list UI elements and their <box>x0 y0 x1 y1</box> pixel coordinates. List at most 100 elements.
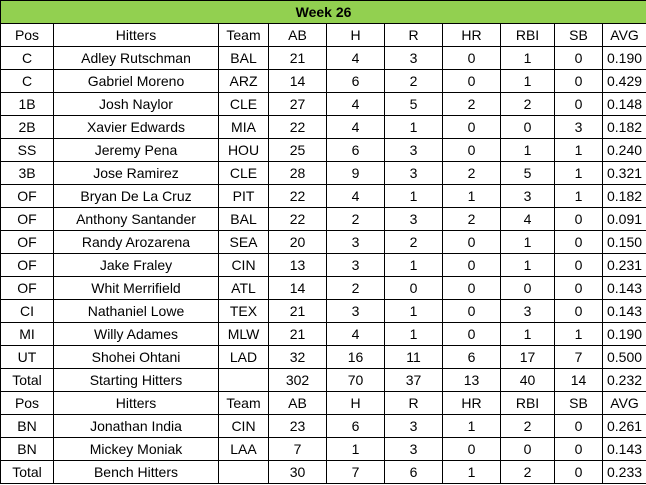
table-cell: C <box>0 69 54 93</box>
header-row: Pos Hitters Team AB H R HR RBI SB AVG <box>0 391 646 415</box>
table-cell: 1 <box>500 138 555 162</box>
table-cell: 3 <box>500 299 555 323</box>
table-cell: 1 <box>384 115 443 139</box>
table-cell: 0.150 <box>601 230 646 254</box>
total-cell: 302 <box>268 368 327 392</box>
table-cell: OF <box>0 276 54 300</box>
table-cell: Whit Merrifield <box>53 276 219 300</box>
table-cell: 2 <box>442 207 501 231</box>
table-cell: 0.500 <box>601 345 646 369</box>
table-cell: 22 <box>268 207 327 231</box>
total-cell: 14 <box>554 368 603 392</box>
title-row: Week 26 <box>0 0 646 24</box>
table-cell: C <box>0 46 54 70</box>
table-cell: 1 <box>384 184 443 208</box>
table-row: MI Willy Adames MLW 21 4 1 0 1 1 0.190 <box>0 322 646 346</box>
table-cell: 0 <box>442 230 501 254</box>
table-cell: BAL <box>218 207 269 231</box>
table-row: OF Randy Arozarena SEA 20 3 2 0 1 0 0.150 <box>0 230 646 254</box>
table-cell: 0 <box>554 69 603 93</box>
table-cell: 0.240 <box>601 138 646 162</box>
table-cell: 0 <box>442 46 501 70</box>
table-cell: 1 <box>384 253 443 277</box>
column-header: HR <box>442 391 501 415</box>
table-cell: 0.143 <box>601 437 646 461</box>
table-cell: 0 <box>554 276 603 300</box>
table-cell: 6 <box>442 345 501 369</box>
table-cell: 2 <box>326 207 385 231</box>
table-cell: 0.182 <box>601 115 646 139</box>
table-cell: 2 <box>500 92 555 116</box>
table-cell: 0 <box>554 437 603 461</box>
table-cell: Adley Rutschman <box>53 46 219 70</box>
table-cell: MIA <box>218 115 269 139</box>
table-cell: 0.182 <box>601 184 646 208</box>
table-cell: 14 <box>268 276 327 300</box>
table-cell: 3 <box>384 437 443 461</box>
table-cell: 0 <box>442 115 501 139</box>
column-header: Pos <box>0 391 54 415</box>
table-cell: 0 <box>554 299 603 323</box>
table-cell: 3B <box>0 161 54 185</box>
table-cell: 2 <box>384 230 443 254</box>
table-cell: 1 <box>554 138 603 162</box>
total-cell <box>218 460 269 484</box>
table-cell: SS <box>0 138 54 162</box>
table-row: C Gabriel Moreno ARZ 14 6 2 0 1 0 0.429 <box>0 69 646 93</box>
table-cell: 0 <box>554 414 603 438</box>
column-header: Pos <box>0 23 54 47</box>
table-cell: 20 <box>268 230 327 254</box>
table-cell: 0.091 <box>601 207 646 231</box>
table-cell: Xavier Edwards <box>53 115 219 139</box>
table-cell: 6 <box>326 69 385 93</box>
table-cell: 0 <box>384 276 443 300</box>
table-cell: 0 <box>442 138 501 162</box>
table-cell: 1 <box>500 69 555 93</box>
table-cell: 3 <box>384 161 443 185</box>
table-cell: 3 <box>500 184 555 208</box>
table-cell: ARZ <box>218 69 269 93</box>
table-cell: 25 <box>268 138 327 162</box>
table-cell: 1 <box>500 46 555 70</box>
table-cell: 1 <box>554 184 603 208</box>
table-cell: 13 <box>268 253 327 277</box>
table-cell: OF <box>0 184 54 208</box>
table-cell: 0 <box>554 253 603 277</box>
table-row: SS Jeremy Pena HOU 25 6 3 0 1 1 0.240 <box>0 138 646 162</box>
table-cell: Josh Naylor <box>53 92 219 116</box>
table-row: 3B Jose Ramirez CLE 28 9 3 2 5 1 0.321 <box>0 161 646 185</box>
table-cell: 0.231 <box>601 253 646 277</box>
table-cell: CLE <box>218 161 269 185</box>
table-cell: 2B <box>0 115 54 139</box>
table-cell: 7 <box>268 437 327 461</box>
table-cell: Bryan De La Cruz <box>53 184 219 208</box>
total-cell: 6 <box>384 460 443 484</box>
table-cell: 3 <box>326 230 385 254</box>
column-header: AVG <box>601 23 646 47</box>
table-cell: Willy Adames <box>53 322 219 346</box>
table-cell: Jose Ramirez <box>53 161 219 185</box>
table-row: OF Bryan De La Cruz PIT 22 4 1 1 3 1 0.182 <box>0 184 646 208</box>
table-cell: LAA <box>218 437 269 461</box>
table-cell: 2 <box>442 161 501 185</box>
table-cell: 3 <box>384 138 443 162</box>
table-cell: 22 <box>268 184 327 208</box>
table-row: CI Nathaniel Lowe TEX 21 3 1 0 3 0 0.143 <box>0 299 646 323</box>
table-cell: 6 <box>326 138 385 162</box>
column-header: Team <box>218 391 269 415</box>
table-cell: 4 <box>326 322 385 346</box>
table-cell: 4 <box>326 184 385 208</box>
table-cell: 14 <box>268 69 327 93</box>
table-cell: 27 <box>268 92 327 116</box>
table-cell: 2 <box>326 276 385 300</box>
table-cell: 2 <box>500 414 555 438</box>
table-cell: 1 <box>554 161 603 185</box>
table-cell: 0.148 <box>601 92 646 116</box>
table-cell: 3 <box>384 46 443 70</box>
table-cell: 3 <box>326 299 385 323</box>
header-row: Pos Hitters Team AB H R HR RBI SB AVG <box>0 23 646 47</box>
table-cell: 1 <box>442 184 501 208</box>
table-cell: 0 <box>442 253 501 277</box>
table-cell: Jeremy Pena <box>53 138 219 162</box>
table-cell: 0 <box>442 322 501 346</box>
